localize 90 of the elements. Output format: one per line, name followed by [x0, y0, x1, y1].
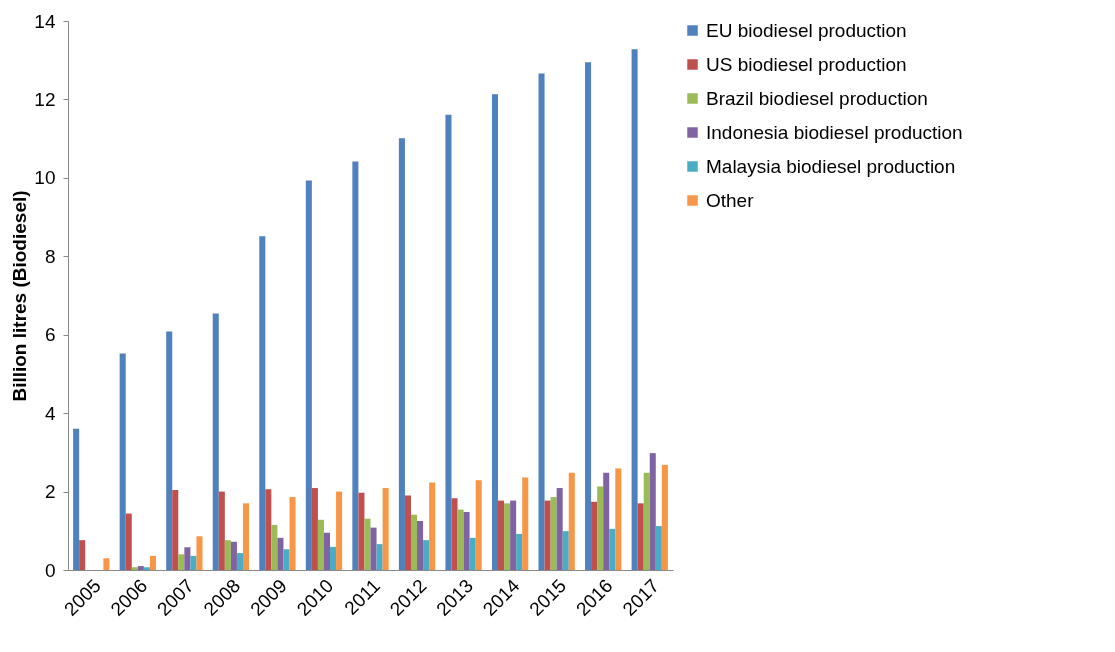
- bar: [475, 480, 482, 570]
- bar: [317, 519, 324, 570]
- bar: [498, 500, 505, 570]
- bar: [184, 547, 191, 570]
- bar: [230, 541, 237, 570]
- legend-label: Malaysia biodiesel production: [706, 155, 956, 177]
- y-tick-label: 2: [44, 481, 56, 503]
- y-tick-label: 8: [44, 245, 56, 267]
- bar: [591, 501, 598, 570]
- y-axis-title: Billion litres (Biodiesel): [9, 190, 31, 402]
- bar: [242, 503, 250, 570]
- y-tick-label: 10: [34, 167, 56, 189]
- legend-label: US biodiesel production: [706, 53, 907, 75]
- bar: [631, 49, 638, 570]
- bar: [463, 511, 470, 570]
- bar: [445, 114, 452, 570]
- bar: [172, 490, 179, 570]
- bar: [212, 313, 219, 570]
- y-tick-label: 14: [34, 10, 56, 32]
- bar: [265, 489, 272, 570]
- y-tick-label: 0: [44, 559, 56, 581]
- bar: [305, 180, 312, 570]
- bar: [131, 567, 138, 570]
- bar: [423, 540, 430, 570]
- bar: [661, 464, 668, 570]
- bar: [655, 526, 662, 570]
- bar: [603, 472, 610, 570]
- bar: [364, 518, 371, 570]
- bar: [510, 500, 517, 570]
- bar: [544, 500, 551, 570]
- bar: [190, 555, 197, 570]
- bar: [283, 549, 290, 570]
- bar: [277, 537, 284, 570]
- legend-label: EU biodiesel production: [706, 19, 907, 41]
- bar: [259, 236, 266, 570]
- bar: [166, 331, 173, 570]
- bar: [143, 567, 150, 570]
- bar: [358, 492, 365, 570]
- legend-label: Brazil biodiesel production: [706, 87, 928, 109]
- y-tick-label: 12: [34, 88, 56, 110]
- bar: [103, 558, 110, 570]
- bar: [196, 536, 203, 570]
- bar: [236, 553, 243, 570]
- bar: [382, 488, 389, 570]
- bar: [137, 566, 144, 570]
- bar: [491, 94, 499, 570]
- bar: [311, 488, 318, 570]
- bar: [125, 513, 132, 570]
- bar: [643, 472, 650, 570]
- bar: [73, 428, 80, 570]
- bar: [550, 497, 557, 570]
- bar: [538, 73, 545, 570]
- bar: [224, 540, 231, 570]
- bar: [330, 546, 337, 570]
- bar: [404, 495, 411, 570]
- bar: [522, 477, 529, 570]
- bar: [597, 486, 604, 570]
- bar: [178, 554, 185, 570]
- bar: [556, 488, 563, 570]
- bar: [649, 453, 656, 570]
- bar: [352, 161, 359, 570]
- bar: [615, 468, 622, 570]
- bar: [637, 503, 644, 570]
- bar: [562, 531, 569, 570]
- bar: [376, 544, 383, 570]
- bar: [429, 482, 436, 570]
- bar: [457, 509, 464, 570]
- bar: [609, 528, 616, 570]
- bar: [79, 540, 86, 570]
- bar: [585, 62, 592, 570]
- bar: [289, 497, 296, 570]
- legend-label: Other: [706, 189, 755, 211]
- bar: [218, 491, 225, 570]
- legend-label: Indonesia biodiesel production: [706, 121, 963, 143]
- bar: [323, 532, 331, 570]
- bar: [504, 503, 511, 570]
- bar: [271, 524, 278, 570]
- bar: [149, 555, 156, 570]
- bar: [398, 138, 405, 570]
- bar: [370, 527, 377, 570]
- y-tick-label: 6: [44, 324, 56, 346]
- bar: [417, 520, 424, 570]
- y-tick-label: 4: [44, 402, 56, 424]
- bar: [336, 491, 343, 570]
- bar: [568, 472, 575, 570]
- bar: [410, 514, 418, 570]
- bar: [119, 353, 126, 570]
- bar: [469, 537, 476, 570]
- bar: [451, 498, 458, 570]
- bar: [516, 533, 523, 570]
